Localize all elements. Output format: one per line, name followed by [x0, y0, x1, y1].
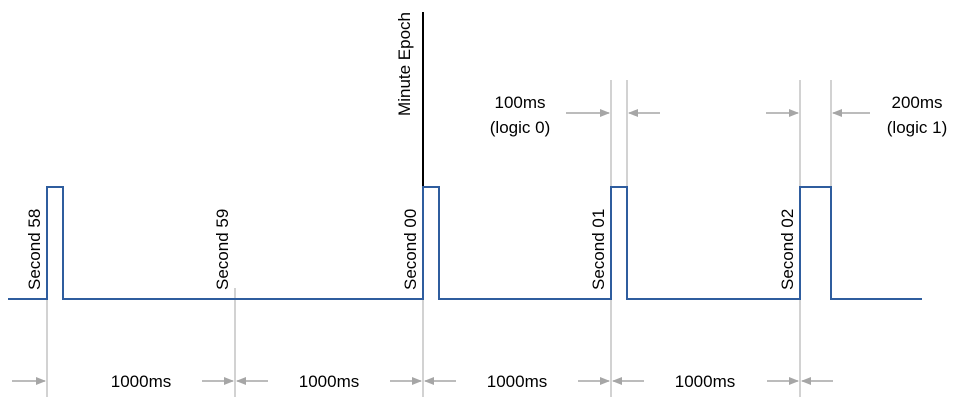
pulse-end-guides: [626, 80, 832, 186]
label-second-59: Second 59: [213, 209, 232, 290]
label-second-58: Second 58: [25, 209, 44, 290]
logic0-value: 100ms: [494, 93, 545, 112]
label-second-00: Second 00: [401, 209, 420, 290]
interval-label-3: 1000ms: [487, 372, 547, 391]
second-labels: Second 58 Second 59 Second 00 Second 01 …: [25, 209, 797, 290]
interval-label-4: 1000ms: [675, 372, 735, 391]
label-second-02: Second 02: [778, 209, 797, 290]
label-second-01: Second 01: [589, 209, 608, 290]
interval-label-1: 1000ms: [111, 372, 171, 391]
signal-waveform: [8, 186, 922, 300]
interval-label-2: 1000ms: [299, 372, 359, 391]
logic1-name: (logic 1): [887, 118, 947, 137]
minute-epoch-label: Minute Epoch: [395, 12, 414, 116]
logic0-name: (logic 0): [490, 118, 550, 137]
logic1-value: 200ms: [891, 93, 942, 112]
interval-labels: 1000ms 1000ms 1000ms 1000ms: [111, 372, 735, 391]
logic1-annotation: 200ms (logic 1): [766, 93, 947, 137]
logic0-annotation: 100ms (logic 0): [490, 93, 660, 137]
